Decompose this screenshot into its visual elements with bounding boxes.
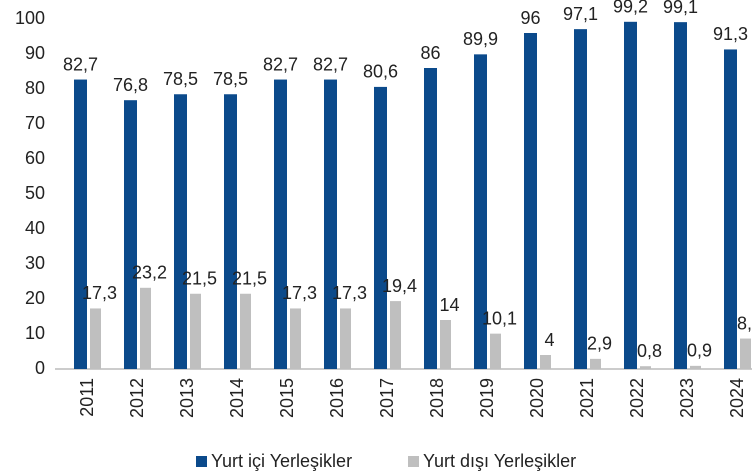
value-label: 82,7: [263, 54, 298, 74]
legend-swatch: [408, 456, 419, 467]
bar: [424, 68, 437, 369]
bar: [724, 49, 737, 369]
value-label: 17,3: [332, 283, 367, 303]
value-label: 10,1: [482, 308, 517, 328]
bar: [240, 293, 251, 369]
bar: [140, 287, 151, 369]
y-tick-label: 50: [25, 183, 45, 203]
legend-label: Yurt dışı Yerleşikler: [423, 451, 576, 471]
x-tick-label: 2024: [727, 378, 747, 418]
x-tick-label: 2016: [327, 378, 347, 418]
value-label: 78,5: [163, 69, 198, 89]
bar: [740, 338, 751, 369]
value-label: 21,5: [232, 269, 267, 289]
x-tick-label: 2021: [577, 378, 597, 418]
x-tick-label: 2019: [477, 378, 497, 418]
value-label: 21,5: [182, 269, 217, 289]
value-label: 17,3: [82, 283, 117, 303]
x-tick-label: 2011: [77, 378, 97, 417]
x-tick-label: 2014: [227, 378, 247, 418]
y-tick-label: 40: [25, 218, 45, 238]
x-tick-label: 2013: [177, 378, 197, 418]
value-label: 82,7: [313, 54, 348, 74]
y-tick-label: 80: [25, 78, 45, 98]
x-tick-label: 2012: [127, 378, 147, 418]
bar: [74, 79, 87, 370]
y-tick-label: 100: [15, 8, 45, 28]
bar: [390, 301, 401, 369]
x-tick-label: 2017: [377, 378, 397, 418]
value-label: 76,8: [113, 75, 148, 95]
value-label: 0,8: [637, 341, 662, 361]
bar: [174, 94, 187, 369]
bar: [124, 100, 137, 369]
y-tick-label: 70: [25, 113, 45, 133]
value-label: 4: [544, 330, 554, 350]
value-label: 89,9: [463, 29, 498, 49]
y-tick-label: 10: [25, 323, 45, 343]
x-tick-label: 2020: [527, 378, 547, 418]
x-tick-label: 2015: [277, 378, 297, 418]
bar: [640, 366, 651, 369]
bar: [524, 33, 537, 369]
x-tick-label: 2018: [427, 378, 447, 418]
legend-label: Yurt içi Yerleşikler: [211, 451, 352, 471]
bar: [274, 79, 287, 370]
bar: [624, 21, 637, 370]
value-label: 82,7: [63, 54, 98, 74]
value-label: 80,6: [363, 62, 398, 82]
bar: [224, 94, 237, 369]
value-label: 99,2: [613, 0, 648, 17]
y-tick-label: 30: [25, 253, 45, 273]
value-label: 8,7: [737, 313, 752, 333]
bar: [574, 29, 587, 370]
bar: [474, 54, 487, 369]
bar: [374, 86, 387, 370]
bar: [674, 22, 687, 370]
bar: [690, 365, 701, 369]
bar: [440, 320, 451, 369]
y-tick-label: 60: [25, 148, 45, 168]
x-tick-label: 2023: [677, 378, 697, 418]
legend-swatch: [196, 456, 207, 467]
bar: [590, 358, 601, 369]
x-tick-label: 2022: [627, 378, 647, 418]
bar: [324, 79, 337, 370]
y-tick-label: 90: [25, 43, 45, 63]
bar: [540, 355, 551, 369]
value-label: 96: [520, 8, 540, 28]
bar: [490, 333, 501, 369]
value-label: 2,9: [587, 334, 612, 354]
value-label: 0,9: [687, 341, 712, 361]
value-label: 14: [439, 295, 459, 315]
bar: [340, 308, 351, 369]
value-label: 97,1: [563, 4, 598, 24]
bar: [190, 293, 201, 369]
value-label: 19,4: [382, 276, 417, 296]
value-label: 91,3: [713, 24, 748, 44]
value-label: 23,2: [132, 263, 167, 283]
bar: [290, 308, 301, 369]
bar: [90, 308, 101, 369]
value-label: 78,5: [213, 69, 248, 89]
y-tick-label: 0: [35, 358, 45, 378]
value-label: 99,1: [663, 0, 698, 17]
y-tick-label: 20: [25, 288, 45, 308]
value-label: 17,3: [282, 283, 317, 303]
value-label: 86: [420, 43, 440, 63]
